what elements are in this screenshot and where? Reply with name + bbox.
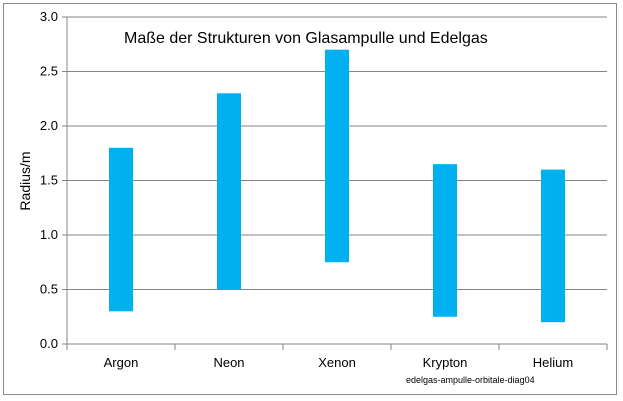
range-bar-krypton — [433, 164, 457, 317]
y-tick-label: 0.5 — [40, 282, 58, 297]
y-tick-label: 0.0 — [40, 336, 58, 351]
x-category-label: Helium — [533, 355, 573, 370]
y-tick-label: 3.0 — [40, 9, 58, 24]
source-note: edelgas-ampulle-orbitale-diag04 — [406, 375, 535, 385]
range-bar-helium — [541, 169, 565, 323]
bar-layer — [109, 49, 565, 323]
range-bar-argon — [109, 147, 133, 312]
y-tick-label: 2.0 — [40, 118, 58, 133]
y-tick-label: 1.0 — [40, 227, 58, 242]
label-layer: 0.0 0.5 1.0 1.5 2.0 2.5 3.0 Argon Neon Xenon Krypt… — [40, 9, 573, 370]
axis-layer — [62, 16, 608, 350]
chart-title: Maße der Strukturen von Glasampulle und … — [124, 30, 488, 47]
x-category-label: Krypton — [423, 355, 468, 370]
range-bar-xenon — [325, 49, 349, 263]
x-category-label: Neon — [213, 355, 244, 370]
x-category-label: Argon — [104, 355, 139, 370]
range-bar-neon — [217, 93, 241, 290]
y-tick-label: 1.5 — [40, 173, 58, 188]
y-tick-label: 2.5 — [40, 64, 58, 79]
x-category-label: Xenon — [318, 355, 356, 370]
y-axis-title: Radius/m — [17, 151, 33, 210]
chart-frame — [3, 3, 617, 395]
